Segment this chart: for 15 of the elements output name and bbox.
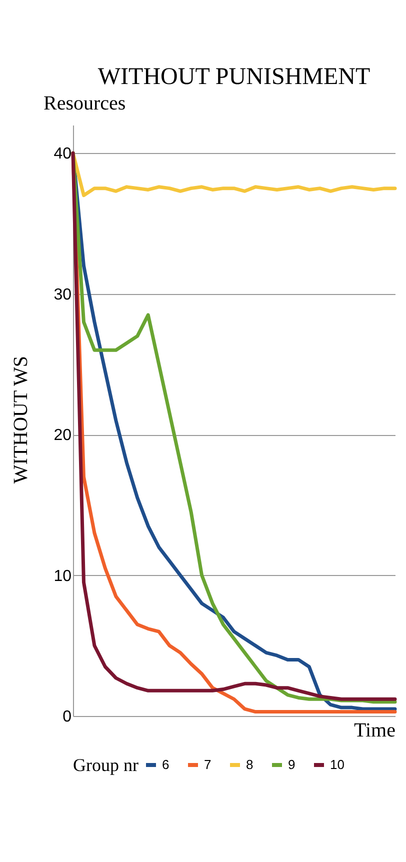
legend-label: 6 xyxy=(162,757,170,772)
y-tick-label: 20 xyxy=(54,427,72,444)
legend-label: 9 xyxy=(288,757,296,772)
legend-label: 8 xyxy=(246,757,254,772)
y-tick-label: 10 xyxy=(54,568,72,585)
y-tick-label: 40 xyxy=(54,146,72,163)
y-tick-label: 30 xyxy=(54,286,72,304)
legend-label: 7 xyxy=(204,757,212,772)
x-axis-title: Time xyxy=(354,720,396,742)
y-axis-title: Resources xyxy=(44,92,126,114)
legend-label: 10 xyxy=(330,757,344,772)
legend-title: Group nr xyxy=(73,755,138,775)
text: WITHOUT WS xyxy=(10,356,32,484)
chart-title: WITHOUT PUNISHMENT xyxy=(98,64,370,90)
y-tick-label: 0 xyxy=(62,708,72,726)
